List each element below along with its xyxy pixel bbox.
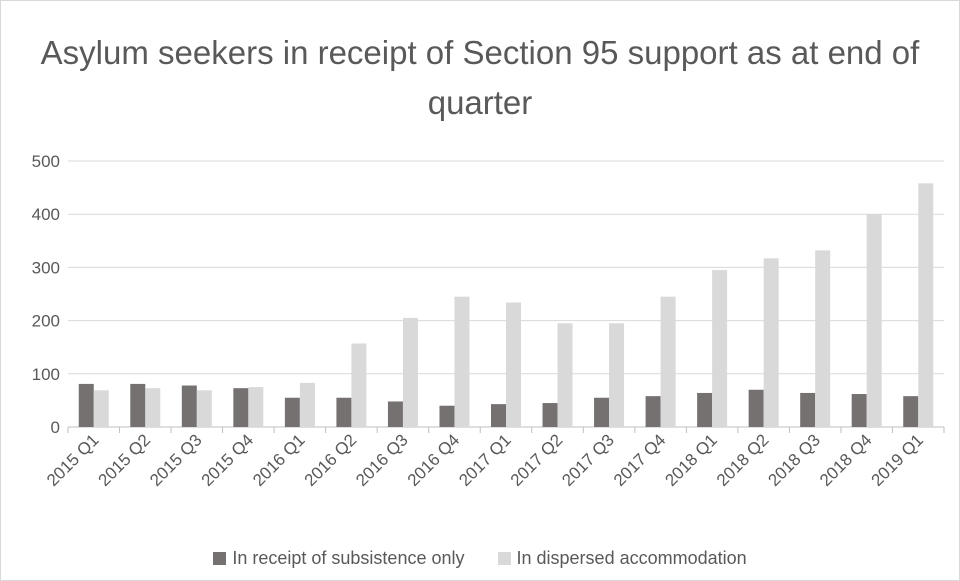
x-tick-label: 2017 Q2 — [507, 430, 567, 490]
x-tick-label: 2018 Q3 — [764, 430, 824, 490]
bar-dispersed — [402, 317, 418, 427]
y-tick-label: 200 — [32, 312, 60, 331]
bar-dispersed — [866, 214, 882, 427]
bar-subsistence — [594, 397, 610, 427]
x-tick-label: 2016 Q3 — [352, 430, 412, 490]
bar-dispersed — [918, 183, 934, 427]
bar-subsistence — [387, 401, 403, 427]
legend-label-subsistence: In receipt of subsistence only — [232, 548, 465, 568]
bar-dispersed — [506, 302, 521, 427]
bar-dispersed — [660, 296, 676, 427]
bar-subsistence — [336, 397, 352, 427]
bar-subsistence — [645, 396, 661, 427]
x-tick-label: 2018 Q4 — [816, 430, 876, 490]
y-tick-label: 300 — [32, 258, 60, 277]
bar-dispersed — [196, 390, 212, 427]
bar-dispersed — [454, 296, 470, 427]
y-tick-label: 500 — [32, 152, 60, 171]
legend-item-dispersed: In dispersed accommodation — [497, 548, 747, 569]
bar-dispersed — [609, 323, 625, 427]
bar-dispersed — [93, 390, 109, 427]
x-tick-label: 2019 Q1 — [868, 430, 928, 490]
x-tick-label: 2017 Q1 — [455, 430, 515, 490]
x-tick-label: 2017 Q4 — [610, 430, 670, 490]
bar-subsistence — [284, 397, 300, 427]
x-tick-label: 2015 Q1 — [43, 430, 103, 490]
y-tick-label: 100 — [32, 365, 60, 384]
x-tick-label: 2017 Q3 — [558, 430, 618, 490]
bar-subsistence — [130, 383, 146, 427]
bar-subsistence — [851, 394, 867, 427]
bar-dispersed — [299, 382, 315, 427]
bar-subsistence — [181, 385, 197, 427]
legend-label-dispersed: In dispersed accommodation — [516, 548, 747, 568]
bar-subsistence — [491, 404, 506, 427]
x-tick-label: 2015 Q2 — [95, 430, 155, 490]
legend-swatch-subsistence — [213, 552, 227, 565]
y-tick-label: 400 — [32, 205, 60, 224]
bar-subsistence — [542, 403, 558, 427]
bar-subsistence — [78, 383, 94, 427]
x-tick-label: 2015 Q4 — [198, 430, 258, 490]
legend: In receipt of subsistence only In disper… — [0, 548, 960, 569]
bar-dispersed — [712, 270, 728, 427]
y-axis-ticks: 0 100 200 300 400 500 — [32, 152, 60, 437]
x-tick-label: 2016 Q1 — [249, 430, 309, 490]
y-tick-label: 0 — [51, 418, 60, 437]
legend-swatch-dispersed — [497, 552, 511, 565]
bar-subsistence — [748, 389, 764, 427]
bar-dispersed — [248, 387, 264, 427]
bar-subsistence — [697, 392, 713, 427]
bar-subsistence — [903, 396, 919, 427]
bars — [78, 183, 934, 427]
x-tick-label: 2018 Q2 — [713, 430, 773, 490]
bar-dispersed — [557, 323, 573, 427]
bar-subsistence — [233, 388, 249, 427]
bar-subsistence — [800, 392, 816, 427]
bar-dispersed — [815, 250, 831, 427]
chart-title: Asylum seekers in receipt of Section 95 … — [40, 34, 920, 121]
legend-item-subsistence: In receipt of subsistence only — [213, 548, 465, 569]
x-tick-label: 2016 Q2 — [301, 430, 361, 490]
x-tick-label: 2016 Q4 — [404, 430, 464, 490]
x-tick-label: 2018 Q1 — [661, 430, 721, 490]
bar-dispersed — [763, 258, 779, 427]
bar-subsistence — [439, 405, 455, 427]
x-tick-label: 2015 Q3 — [146, 430, 206, 490]
bar-dispersed — [351, 343, 367, 427]
bar-dispersed — [145, 388, 161, 427]
